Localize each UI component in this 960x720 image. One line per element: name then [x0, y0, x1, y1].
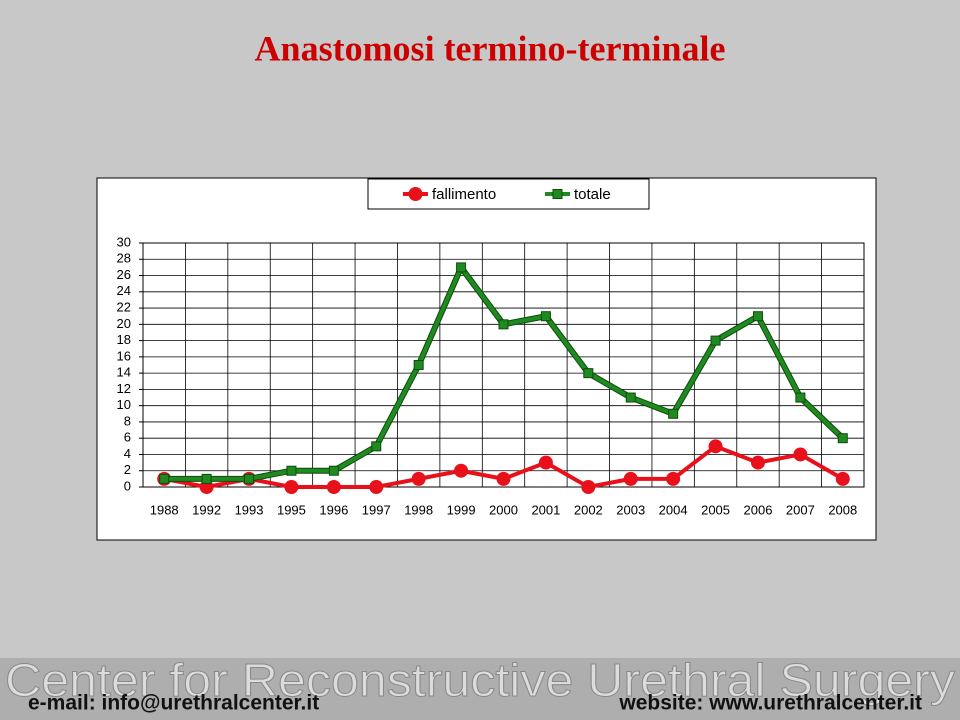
- x-tick-label: 1988: [150, 502, 179, 517]
- y-tick-label: 12: [117, 381, 131, 396]
- x-tick-label: 2004: [659, 502, 688, 517]
- point: [835, 471, 850, 486]
- y-tick-label: 30: [117, 234, 131, 249]
- point: [538, 455, 553, 470]
- x-tick-label: 1997: [362, 502, 391, 517]
- point: [408, 187, 423, 201]
- footer-banner: Center for Reconstructive Urethral Surge…: [5, 654, 955, 706]
- y-tick-label: 10: [117, 397, 131, 412]
- point: [710, 335, 721, 346]
- y-tick-label: 8: [124, 413, 131, 428]
- point: [752, 311, 763, 322]
- point: [369, 480, 384, 494]
- y-tick-label: 14: [117, 365, 131, 380]
- point: [201, 473, 212, 484]
- point: [456, 262, 467, 273]
- point: [581, 480, 596, 494]
- x-tick-label: 1996: [319, 502, 348, 517]
- point: [668, 408, 679, 419]
- y-tick-label: 0: [124, 478, 131, 493]
- footer-website: website: www.urethralcenter.it: [618, 692, 922, 715]
- point: [540, 311, 551, 322]
- x-tick-label: 1999: [447, 502, 476, 517]
- y-tick-label: 4: [124, 446, 131, 461]
- y-tick-label: 26: [117, 267, 131, 282]
- point: [750, 455, 765, 470]
- y-tick-label: 20: [117, 316, 131, 331]
- x-tick-label: 2002: [574, 502, 603, 517]
- point: [625, 392, 636, 403]
- x-tick-label: 1998: [404, 502, 433, 517]
- point: [413, 360, 424, 370]
- plot-border: [142, 242, 865, 488]
- point: [496, 471, 511, 486]
- y-tick-label: 2: [124, 462, 131, 477]
- y-tick-label: 28: [117, 251, 131, 266]
- point: [793, 447, 808, 462]
- point: [159, 473, 170, 484]
- x-tick-label: 2000: [489, 502, 518, 517]
- y-tick-label: 6: [124, 430, 131, 445]
- legend-label: totale: [574, 186, 611, 203]
- legend-label: fallimento: [432, 186, 496, 203]
- x-tick-label: 2005: [701, 502, 730, 517]
- y-tick-label: 18: [117, 332, 131, 347]
- point: [623, 471, 638, 486]
- footer-email: e-mail: info@urethralcenter.it: [28, 692, 319, 715]
- point: [371, 441, 382, 452]
- point: [552, 189, 563, 199]
- point: [708, 439, 723, 454]
- x-tick-label: 2001: [531, 502, 560, 517]
- point: [666, 471, 681, 486]
- chart-title: Anastomosi termino-terminale: [255, 28, 726, 68]
- x-tick-label: 1993: [235, 502, 264, 517]
- x-tick-label: 2003: [616, 502, 645, 517]
- footer-band: [0, 658, 960, 720]
- y-tick-label: 24: [117, 283, 131, 298]
- point: [326, 480, 341, 494]
- point: [286, 465, 297, 476]
- point: [284, 480, 299, 494]
- x-tick-label: 2006: [744, 502, 773, 517]
- point: [411, 471, 426, 486]
- y-tick-label: 22: [117, 300, 131, 315]
- x-tick-label: 2008: [828, 502, 857, 517]
- point: [583, 368, 594, 379]
- y-tick-label: 16: [117, 348, 131, 363]
- point: [244, 473, 255, 484]
- x-tick-label: 1992: [192, 502, 221, 517]
- point: [454, 463, 469, 478]
- x-tick-label: 2007: [786, 502, 815, 517]
- point: [328, 465, 339, 476]
- point: [795, 392, 806, 403]
- x-tick-label: 1995: [277, 502, 306, 517]
- point: [498, 319, 509, 330]
- point: [837, 433, 848, 444]
